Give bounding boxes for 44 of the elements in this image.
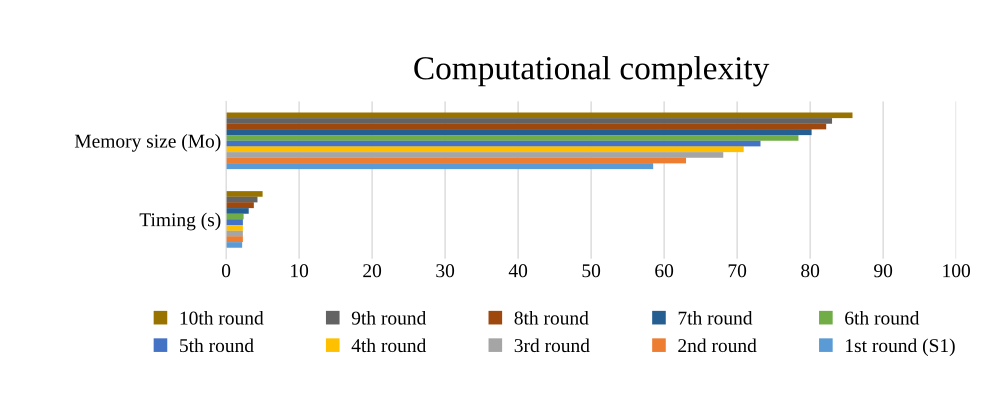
bar xyxy=(226,191,263,197)
legend-label: 1st round (S1) xyxy=(846,338,955,356)
bar xyxy=(226,140,760,146)
bar xyxy=(226,135,798,141)
legend-label: 5th round xyxy=(180,338,254,352)
x-tick-label: 30 xyxy=(436,264,454,278)
bar xyxy=(226,214,244,220)
y-tick-label: Timing (s) xyxy=(140,212,220,230)
bar xyxy=(226,230,243,236)
bar xyxy=(226,118,832,124)
bar xyxy=(226,124,826,130)
bar xyxy=(226,225,243,231)
chart-title: Computational complexity xyxy=(414,56,770,86)
bar xyxy=(226,208,249,214)
x-tick-label: 40 xyxy=(508,264,528,278)
x-tick-label: 60 xyxy=(655,264,674,278)
legend-label: 6th round xyxy=(845,310,920,325)
x-tick-label: 70 xyxy=(728,264,746,278)
legend-label: 7th round xyxy=(678,310,752,325)
bar xyxy=(226,242,242,248)
x-tick-label: 20 xyxy=(363,264,382,278)
bar xyxy=(226,112,852,118)
x-tick-label: 10 xyxy=(291,264,308,278)
bar xyxy=(226,152,724,158)
x-tick-label: 0 xyxy=(222,264,230,278)
bar xyxy=(226,219,243,226)
bar xyxy=(226,163,654,170)
legend-label: 8th round xyxy=(514,310,589,325)
x-tick-label: 50 xyxy=(582,264,600,278)
bar xyxy=(226,236,243,242)
bar xyxy=(226,202,254,208)
bar xyxy=(226,129,812,136)
y-tick-label: Memory size (Mo) xyxy=(74,134,220,152)
bar xyxy=(226,158,686,164)
x-tick-label: 100 xyxy=(943,264,970,278)
legend-label: 4th round xyxy=(352,338,426,352)
bar xyxy=(226,146,744,152)
x-tick-label: 80 xyxy=(801,264,820,278)
legend-label: 9th round xyxy=(352,310,426,325)
legend-label: 2nd round xyxy=(678,338,757,352)
legend-label: 3rd round xyxy=(514,338,590,352)
bar xyxy=(226,196,258,202)
x-tick-label: 90 xyxy=(874,264,892,278)
legend-label: 10th round xyxy=(180,310,264,325)
